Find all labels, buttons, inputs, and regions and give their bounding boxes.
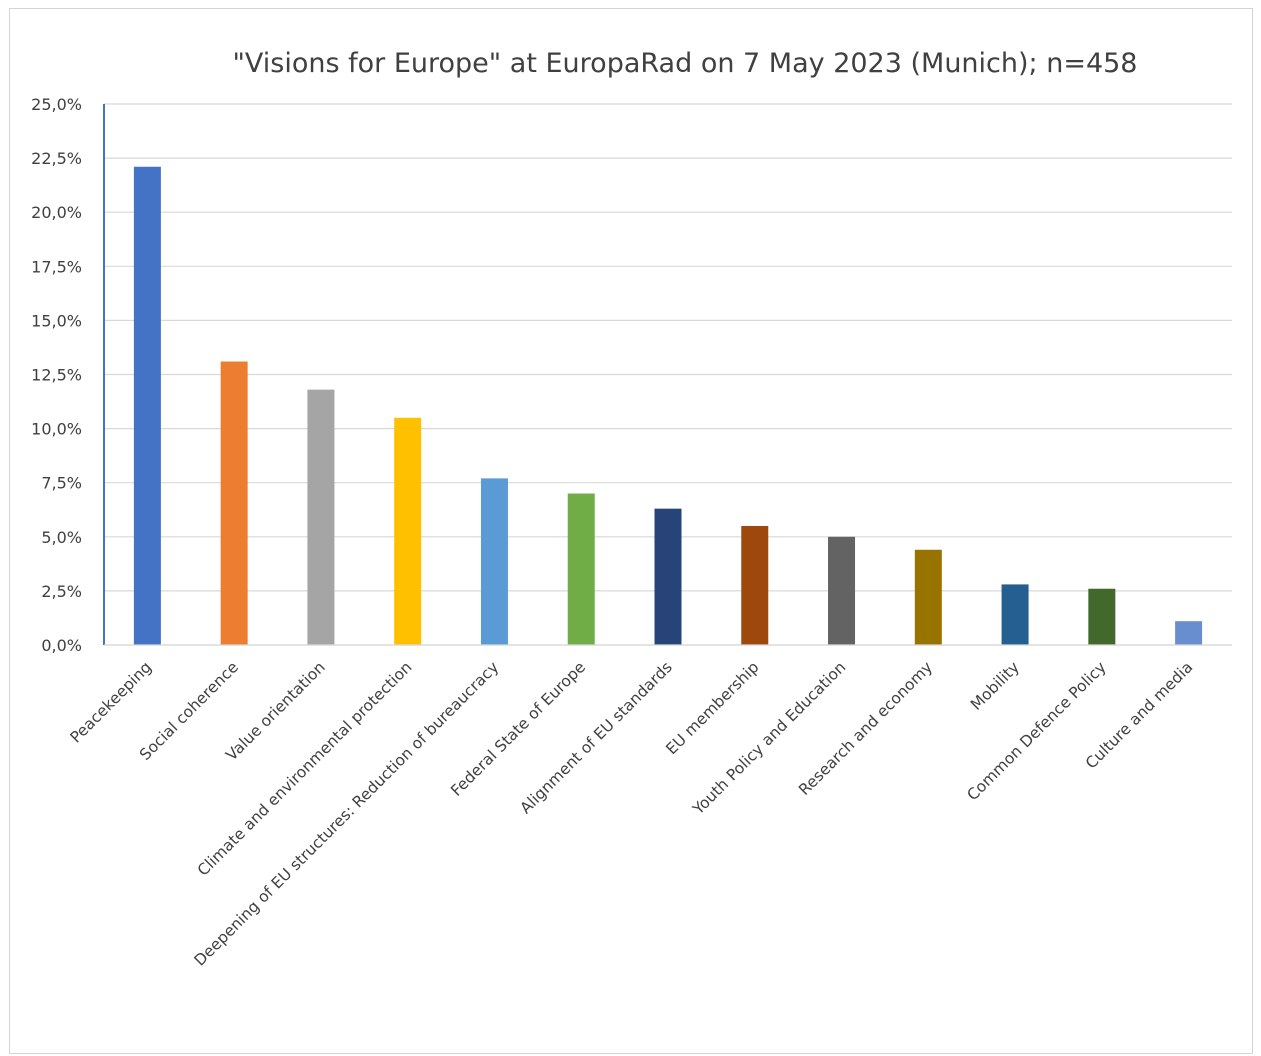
- bar: [307, 389, 335, 645]
- bar: [828, 536, 856, 645]
- bar: [394, 417, 422, 645]
- y-tick-label: 17,5%: [31, 257, 82, 276]
- y-tick-label: 25,0%: [31, 95, 82, 114]
- bar: [480, 478, 508, 645]
- bar: [741, 525, 769, 645]
- bar: [1175, 621, 1203, 645]
- axes: [103, 104, 1232, 646]
- y-tick-label: 2,5%: [41, 582, 82, 601]
- x-category-label: Youth Policy and Education: [689, 658, 850, 819]
- y-tick-label: 12,5%: [31, 366, 82, 385]
- chart-title: "Visions for Europe" at EuropaRad on 7 M…: [232, 48, 1137, 79]
- y-tick-label: 5,0%: [41, 528, 82, 547]
- x-category-label: Alignment of EU standards: [517, 658, 676, 817]
- y-tick-label: 10,0%: [31, 420, 82, 439]
- bar: [654, 508, 682, 645]
- x-category-label: Peacekeeping: [67, 658, 156, 747]
- bar: [220, 361, 248, 645]
- y-tick-label: 0,0%: [41, 636, 82, 655]
- bar: [133, 166, 161, 646]
- x-category-label: Mobility: [967, 658, 1023, 714]
- bar: [1088, 588, 1116, 645]
- bar: [1001, 584, 1029, 645]
- chart-frame: [9, 8, 1253, 1054]
- y-axis-tick-labels: 0,0% 2,5% 5,0% 7,5% 10,0% 12,5% 15,0% 17,5% 20,0…: [31, 95, 82, 655]
- bar: [914, 549, 942, 645]
- x-category-label: Common Defence Policy: [964, 658, 1110, 804]
- bar: [567, 493, 595, 645]
- y-tick-label: 22,5%: [31, 149, 82, 168]
- bars: [133, 166, 1203, 646]
- x-category-label: EU membership: [662, 658, 762, 758]
- y-tick-label: 15,0%: [31, 311, 82, 330]
- y-tick-label: 20,0%: [31, 203, 82, 222]
- y-tick-label: 7,5%: [41, 474, 82, 493]
- x-category-label: Deepening of EU structures: Reduction of…: [191, 658, 503, 970]
